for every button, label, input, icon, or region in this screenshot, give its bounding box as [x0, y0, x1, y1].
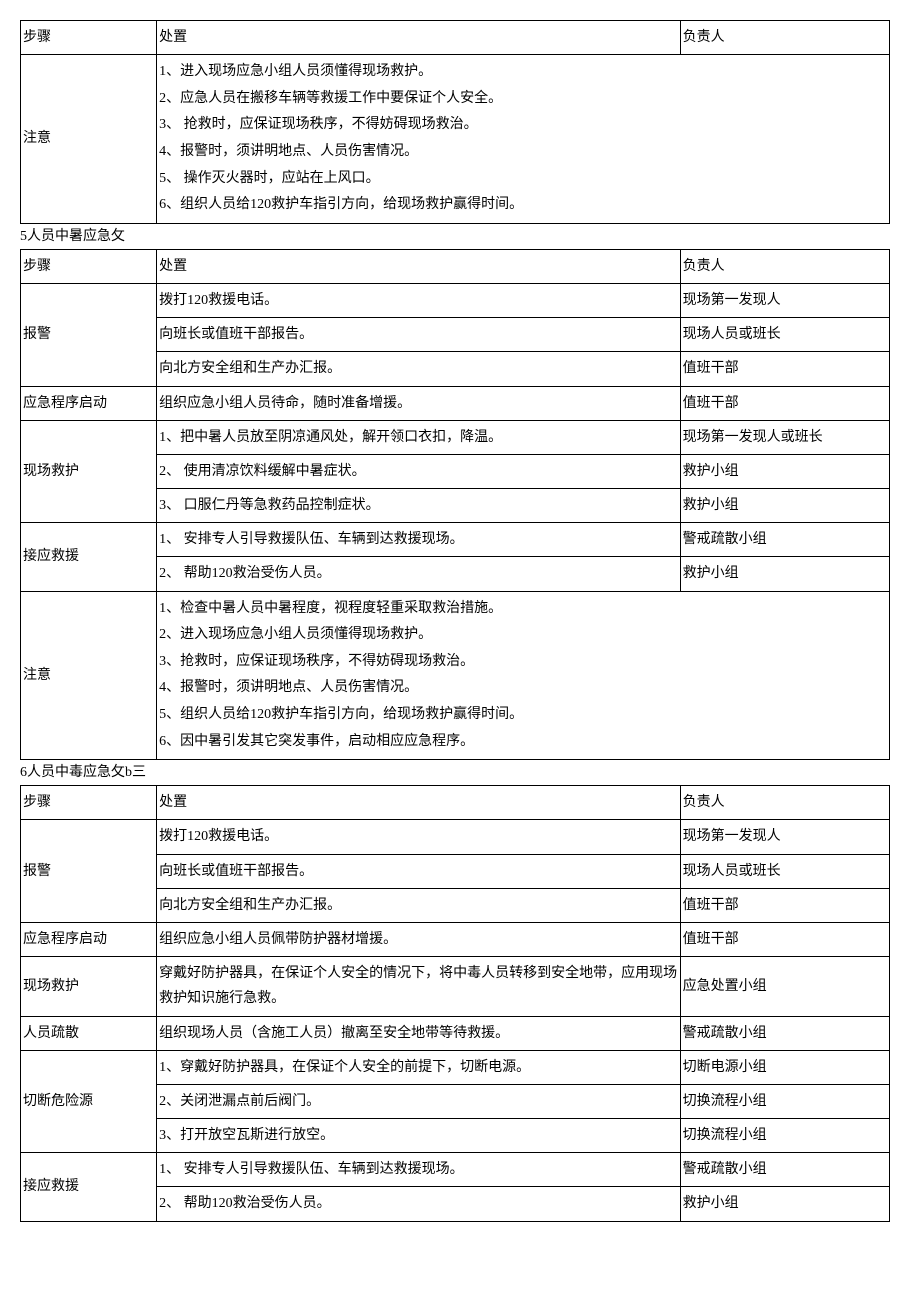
notice-label: 注意 [21, 591, 157, 760]
notice-row: 注意 1、检查中暑人员中暑程度，视程度轻重采取救治措施。2、进入现场应急小组人员… [21, 591, 890, 760]
col-action: 处置 [157, 249, 680, 283]
table-row: 现场救护穿戴好防护器具，在保证个人安全的情况下，将中毒人员转移到安全地带，应用现… [21, 957, 890, 1016]
person-cell: 救护小组 [680, 489, 889, 523]
step-cell: 应急程序启动 [21, 922, 157, 956]
action-cell: 组织应急小组人员待命，随时准备增援。 [157, 386, 680, 420]
step-cell: 报警 [21, 820, 157, 923]
action-cell: 向北方安全组和生产办汇报。 [157, 352, 680, 386]
action-cell: 穿戴好防护器具，在保证个人安全的情况下，将中毒人员转移到安全地带，应用现场救护知… [157, 957, 680, 1016]
section5-title: 5人员中暑应急攵 [20, 226, 900, 247]
section6-body: 报警拨打120救援电话。现场第一发现人向班长或值班干部报告。现场人员或班长向北方… [21, 820, 890, 1221]
col-action: 处置 [157, 21, 680, 55]
col-step: 步骤 [21, 21, 157, 55]
section6-title: 6人员中毒应急攵b三 [20, 762, 900, 783]
step-cell: 切断危险源 [21, 1050, 157, 1153]
notice-line: 2、进入现场应急小组人员须懂得现场救护。 [159, 622, 887, 649]
action-cell: 2、 帮助120救治受伤人员。 [157, 1187, 680, 1221]
notice-line: 5、 操作灭火器时，应站在上风口。 [159, 166, 887, 193]
notice-line: 5、组织人员给120救护车指引方向，给现场救护赢得时间。 [159, 702, 887, 729]
person-cell: 值班干部 [680, 352, 889, 386]
action-cell: 1、把中暑人员放至阴凉通风处，解开领口衣扣，降温。 [157, 420, 680, 454]
step-cell: 现场救护 [21, 957, 157, 1016]
section5-body: 报警拨打120救援电话。现场第一发现人向班长或值班干部报告。现场人员或班长向北方… [21, 283, 890, 591]
action-cell: 2、 帮助120救治受伤人员。 [157, 557, 680, 591]
action-cell: 2、 使用清凉饮料缓解中暑症状。 [157, 454, 680, 488]
step-cell: 接应救援 [21, 1153, 157, 1221]
action-cell: 1、穿戴好防护器具，在保证个人安全的前提下，切断电源。 [157, 1050, 680, 1084]
table-row: 应急程序启动组织应急小组人员待命，随时准备增援。值班干部 [21, 386, 890, 420]
table-row: 切断危险源1、穿戴好防护器具，在保证个人安全的前提下，切断电源。切断电源小组 [21, 1050, 890, 1084]
person-cell: 救护小组 [680, 454, 889, 488]
col-person: 负责人 [680, 21, 889, 55]
person-cell: 警戒疏散小组 [680, 1153, 889, 1187]
person-cell: 值班干部 [680, 888, 889, 922]
person-cell: 切换流程小组 [680, 1084, 889, 1118]
step-cell: 接应救援 [21, 523, 157, 591]
person-cell: 现场第一发现人或班长 [680, 420, 889, 454]
step-cell: 人员疏散 [21, 1016, 157, 1050]
person-cell: 现场第一发现人 [680, 283, 889, 317]
header-row: 步骤 处置 负责人 [21, 786, 890, 820]
col-person: 负责人 [680, 249, 889, 283]
table-row: 人员疏散组织现场人员（含施工人员）撤离至安全地带等待救援。警戒疏散小组 [21, 1016, 890, 1050]
col-person: 负责人 [680, 786, 889, 820]
step-cell: 报警 [21, 283, 157, 386]
table-row: 接应救援1、 安排专人引导救援队伍、车辆到达救援现场。警戒疏散小组 [21, 523, 890, 557]
action-cell: 3、 口服仁丹等急救药品控制症状。 [157, 489, 680, 523]
notice-line: 2、应急人员在搬移车辆等救援工作中要保证个人安全。 [159, 86, 887, 113]
person-cell: 切换流程小组 [680, 1119, 889, 1153]
person-cell: 救护小组 [680, 1187, 889, 1221]
section6-table: 步骤 处置 负责人 报警拨打120救援电话。现场第一发现人向班长或值班干部报告。… [20, 785, 890, 1221]
action-cell: 向北方安全组和生产办汇报。 [157, 888, 680, 922]
section4-table: 步骤 处置 负责人 注意 1、进入现场应急小组人员须懂得现场救护。2、应急人员在… [20, 20, 890, 224]
action-cell: 1、 安排专人引导救援队伍、车辆到达救援现场。 [157, 1153, 680, 1187]
person-cell: 值班干部 [680, 386, 889, 420]
header-row: 步骤 处置 负责人 [21, 21, 890, 55]
person-cell: 现场人员或班长 [680, 318, 889, 352]
step-cell: 现场救护 [21, 420, 157, 523]
person-cell: 应急处置小组 [680, 957, 889, 1016]
notice-line: 1、检查中暑人员中暑程度，视程度轻重采取救治措施。 [159, 596, 887, 623]
notice-lines: 1、检查中暑人员中暑程度，视程度轻重采取救治措施。2、进入现场应急小组人员须懂得… [157, 591, 890, 760]
table-row: 报警拨打120救援电话。现场第一发现人 [21, 283, 890, 317]
action-cell: 拨打120救援电话。 [157, 820, 680, 854]
notice-line: 6、因中暑引发其它突发事件，启动相应应急程序。 [159, 729, 887, 756]
notice-lines: 1、进入现场应急小组人员须懂得现场救护。2、应急人员在搬移车辆等救援工作中要保证… [157, 55, 890, 224]
action-cell: 2、关闭泄漏点前后阀门。 [157, 1084, 680, 1118]
person-cell: 值班干部 [680, 922, 889, 956]
table-row: 应急程序启动组织应急小组人员佩带防护器材增援。值班干部 [21, 922, 890, 956]
action-cell: 3、打开放空瓦斯进行放空。 [157, 1119, 680, 1153]
col-step: 步骤 [21, 249, 157, 283]
action-cell: 拨打120救援电话。 [157, 283, 680, 317]
step-cell: 应急程序启动 [21, 386, 157, 420]
person-cell: 现场第一发现人 [680, 820, 889, 854]
notice-line: 3、 抢救时，应保证现场秩序，不得妨碍现场救治。 [159, 112, 887, 139]
action-cell: 组织现场人员（含施工人员）撤离至安全地带等待救援。 [157, 1016, 680, 1050]
action-cell: 向班长或值班干部报告。 [157, 318, 680, 352]
col-action: 处置 [157, 786, 680, 820]
notice-line: 4、报警时，须讲明地点、人员伤害情况。 [159, 675, 887, 702]
notice-row: 注意 1、进入现场应急小组人员须懂得现场救护。2、应急人员在搬移车辆等救援工作中… [21, 55, 890, 224]
notice-line: 4、报警时，须讲明地点、人员伤害情况。 [159, 139, 887, 166]
person-cell: 警戒疏散小组 [680, 523, 889, 557]
notice-line: 1、进入现场应急小组人员须懂得现场救护。 [159, 59, 887, 86]
action-cell: 向班长或值班干部报告。 [157, 854, 680, 888]
col-step: 步骤 [21, 786, 157, 820]
section5-table: 步骤 处置 负责人 报警拨打120救援电话。现场第一发现人向班长或值班干部报告。… [20, 249, 890, 760]
header-row: 步骤 处置 负责人 [21, 249, 890, 283]
table-row: 现场救护1、把中暑人员放至阴凉通风处，解开领口衣扣，降温。现场第一发现人或班长 [21, 420, 890, 454]
person-cell: 救护小组 [680, 557, 889, 591]
person-cell: 警戒疏散小组 [680, 1016, 889, 1050]
action-cell: 1、 安排专人引导救援队伍、车辆到达救援现场。 [157, 523, 680, 557]
table-row: 报警拨打120救援电话。现场第一发现人 [21, 820, 890, 854]
action-cell: 组织应急小组人员佩带防护器材增援。 [157, 922, 680, 956]
notice-line: 3、抢救时，应保证现场秩序，不得妨碍现场救治。 [159, 649, 887, 676]
table-row: 接应救援1、 安排专人引导救援队伍、车辆到达救援现场。警戒疏散小组 [21, 1153, 890, 1187]
person-cell: 现场人员或班长 [680, 854, 889, 888]
notice-label: 注意 [21, 55, 157, 224]
notice-line: 6、组织人员给120救护车指引方向，给现场救护赢得时间。 [159, 192, 887, 219]
person-cell: 切断电源小组 [680, 1050, 889, 1084]
